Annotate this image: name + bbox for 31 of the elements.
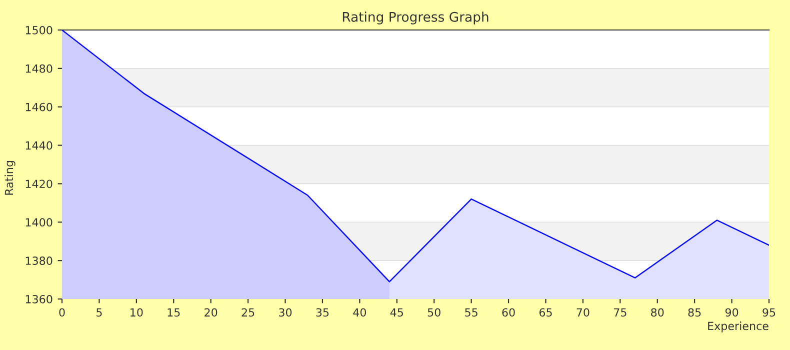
x-tick-label: 70	[576, 308, 590, 317]
x-tick-label: 50	[428, 308, 440, 317]
y-tick-label: 1480	[26, 64, 52, 73]
x-tick-label: 65	[539, 308, 552, 317]
x-tick-label: 95	[762, 308, 776, 317]
x-tick-label: 10	[130, 308, 143, 317]
x-tick-label: 80	[651, 308, 664, 317]
y-tick-label: 1400	[26, 218, 52, 227]
x-tick-label: 25	[242, 308, 254, 317]
x-tick-label: 0	[59, 308, 65, 317]
y-tick-label: 1380	[26, 256, 52, 265]
x-tick-label: 15	[168, 308, 180, 317]
x-tick-label: 90	[725, 308, 738, 317]
x-tick-label: 40	[353, 308, 366, 317]
y-axis-title: Rating	[4, 161, 16, 195]
x-tick-label: 5	[96, 308, 102, 317]
y-tick-label: 1420	[26, 180, 52, 188]
x-tick-label: 35	[316, 308, 329, 317]
x-tick-label: 20	[204, 308, 218, 317]
x-tick-label: 55	[465, 308, 478, 317]
x-tick-label: 85	[688, 308, 701, 317]
x-axis-title: Experience	[708, 322, 768, 332]
y-tick-label: 1460	[26, 102, 52, 112]
y-tick-label: 1440	[26, 141, 52, 150]
x-tick-label: 45	[390, 308, 403, 317]
x-tick-label: 30	[279, 308, 292, 317]
y-tick-label: 1360	[26, 294, 52, 304]
y-tick-label: 1500	[26, 26, 52, 34]
chart-title: Rating Progress Graph	[342, 12, 488, 24]
x-tick-label: 60	[502, 308, 515, 317]
x-tick-label: 75	[614, 308, 626, 317]
